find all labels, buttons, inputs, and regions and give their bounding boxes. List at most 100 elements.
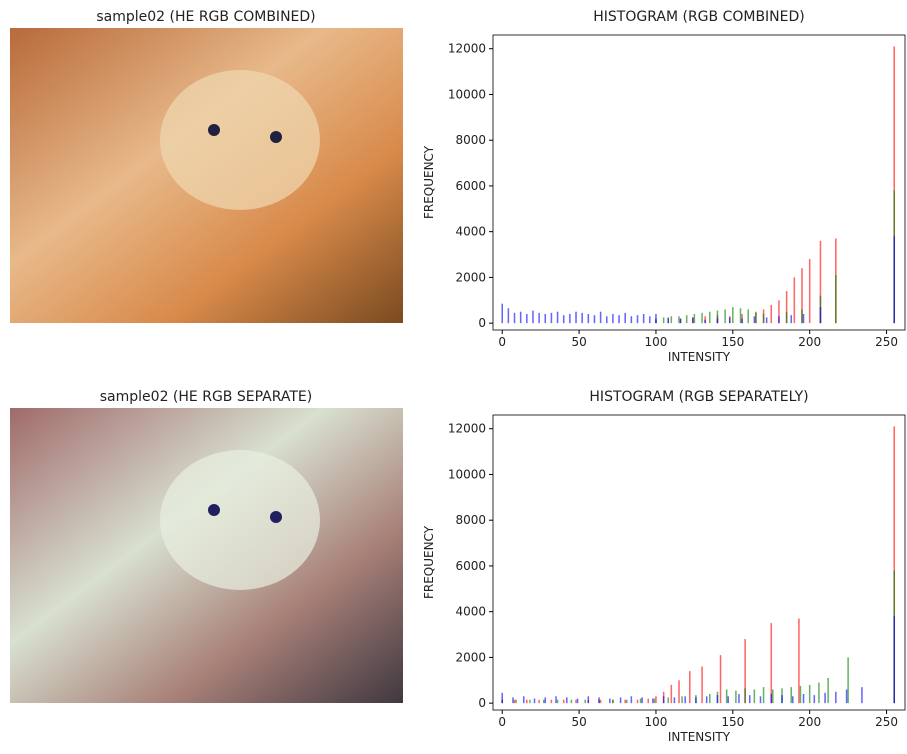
bar [689,671,691,703]
bar [545,314,547,323]
y-tick-label: 6000 [455,179,486,193]
bar [790,315,792,323]
bar [781,695,783,703]
axes-frame [493,35,905,330]
bar [563,315,565,323]
x-tick-label: 50 [571,335,586,349]
bar [792,696,794,703]
bar [571,700,573,703]
bar [786,312,788,323]
bar [626,700,628,703]
bar [738,694,740,703]
bar [801,309,803,323]
y-tick-label: 12000 [448,422,486,436]
x-tick-label: 0 [498,335,506,349]
bar [726,689,728,703]
bar [727,696,729,703]
bar [818,683,820,704]
image-title: sample02 (HE RGB COMBINED) [96,9,315,25]
bar [893,616,895,703]
bar [663,696,665,703]
bar [609,699,611,704]
bar [532,311,534,324]
x-tick-label: 200 [798,335,821,349]
bar [706,696,708,703]
bar [820,307,822,323]
bar [755,312,757,323]
bar [741,319,743,324]
bar [763,314,765,323]
y-tick-label: 8000 [455,133,486,147]
x-tick-label: 200 [798,715,821,729]
cat-shape [160,70,320,210]
bar [735,691,737,704]
bar [655,314,657,323]
bar [709,312,711,323]
bar [569,314,571,323]
x-axis-label: INTENSITY [668,350,731,364]
bar [526,314,528,323]
bar [778,316,780,323]
bar [790,687,792,703]
x-tick-label: 150 [721,715,744,729]
bar [508,308,510,323]
bar [770,694,772,703]
y-axis-label: FREQUENCY [422,145,436,219]
bar [652,699,654,704]
bar [514,313,516,323]
bar [648,699,650,704]
bar [684,696,686,703]
bar [523,696,525,703]
bar [770,305,772,323]
bar [803,314,805,323]
bar [847,657,849,703]
bar [618,315,620,323]
bar [701,667,703,704]
bar [717,695,719,703]
bar [501,693,503,703]
bar [563,700,565,703]
bar [512,697,514,703]
bar [637,700,639,703]
bar [545,697,547,703]
bar [861,687,863,703]
bar [598,697,600,703]
bar [800,686,802,703]
bar [747,309,749,323]
bar [600,700,602,703]
bar [557,700,559,703]
bar [631,316,633,323]
y-tick-label: 10000 [448,467,486,481]
bar [631,696,633,703]
bar [824,693,826,703]
y-tick-label: 8000 [455,513,486,527]
bar [543,700,545,703]
cat-eye [270,131,282,143]
x-tick-label: 100 [645,715,668,729]
axes-frame [493,415,905,710]
bar [835,692,837,703]
bar [809,685,811,703]
bar [515,700,517,703]
y-tick-label: 4000 [455,605,486,619]
bar [600,312,602,323]
bar [612,314,614,323]
y-tick-label: 0 [478,696,486,710]
bar [803,694,805,703]
bar [575,312,577,323]
bar [749,695,751,703]
figure: sample02 (HE RGB COMBINED) sample02 (HE … [0,0,907,750]
x-tick-label: 250 [875,335,898,349]
bar [655,696,657,703]
bar [624,313,626,323]
bar [674,697,676,703]
bar [667,317,669,323]
bar [680,319,682,324]
cat-eye [208,504,220,516]
bar [640,699,642,704]
chart-title: HISTOGRAM (RGB SEPARATELY) [589,389,808,405]
bar [809,259,811,323]
y-axis-label: FREQUENCY [422,525,436,599]
y-tick-label: 0 [478,316,486,330]
bar [709,694,711,703]
